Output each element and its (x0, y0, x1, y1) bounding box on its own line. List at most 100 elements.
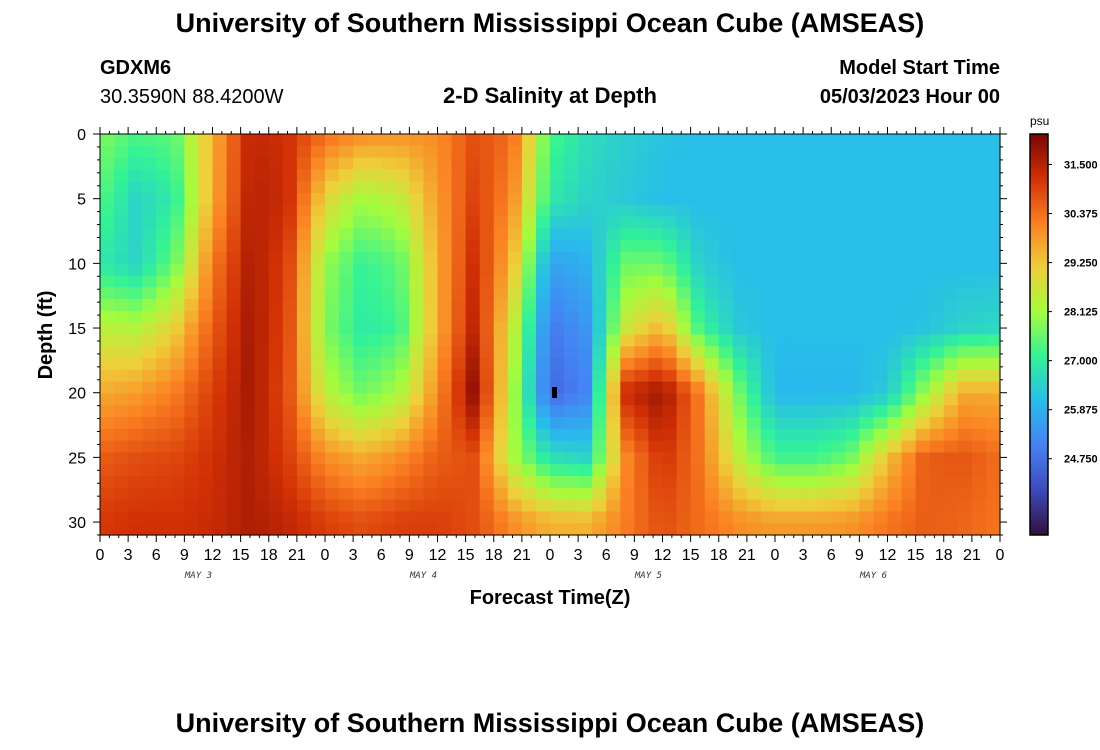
heatmap-cell (198, 334, 214, 347)
heatmap-cell (535, 251, 551, 265)
heatmap-cell (564, 145, 579, 159)
heatmap-cell (451, 417, 467, 430)
heatmap-cell (915, 417, 931, 430)
heatmap-cell (437, 299, 453, 312)
heatmap-cell (915, 487, 931, 501)
heatmap-cell (395, 251, 410, 265)
heatmap-cell (437, 275, 453, 288)
heatmap-cell (521, 204, 537, 218)
heatmap-cell (789, 263, 804, 277)
heatmap-cell (690, 381, 706, 395)
heatmap-cell (493, 440, 509, 454)
heatmap-cell (957, 240, 973, 253)
heatmap-cell (535, 487, 551, 501)
heatmap-cell (550, 169, 565, 182)
heatmap-cell (423, 287, 439, 300)
heatmap-cell (226, 499, 242, 513)
heatmap-cell (648, 216, 664, 229)
heatmap-cell (367, 464, 382, 477)
heatmap-cell (831, 405, 846, 418)
heatmap-cell (746, 157, 762, 170)
heatmap-cell (957, 440, 973, 454)
heatmap-cell (817, 476, 832, 489)
heatmap-cell (325, 287, 340, 300)
heatmap-cell (170, 523, 185, 536)
heatmap-cell (887, 476, 903, 489)
heatmap-cell (592, 145, 607, 159)
heatmap-cell (142, 440, 157, 454)
heatmap-cell (887, 523, 903, 536)
heatmap-cell (732, 393, 748, 406)
heatmap-cell (240, 346, 256, 359)
x-axis: 0 3 6 9 12 15 18 21 0 3 6 9 12 15 18 21 0 3 6 9 12 15 18 21 0 3 6 9… (96, 127, 1005, 581)
heatmap-cell (381, 263, 396, 277)
heatmap-cell (901, 299, 917, 312)
heatmap-cell (620, 299, 635, 312)
heatmap-cell (100, 169, 115, 182)
heatmap-cell (803, 499, 818, 513)
heatmap-cell (296, 251, 312, 265)
heatmap-cell (887, 287, 903, 300)
heatmap-cell (606, 134, 621, 147)
heatmap-cell (226, 452, 242, 465)
heatmap-cell (296, 240, 312, 253)
heatmap-cell (789, 310, 804, 324)
heatmap-cell (971, 145, 987, 159)
heatmap-cell (718, 381, 734, 395)
heatmap-cell (887, 263, 903, 277)
heatmap-cell (381, 452, 396, 465)
heatmap-cell (465, 358, 481, 371)
heatmap-cell (142, 369, 157, 383)
heatmap-cell (198, 287, 214, 300)
heatmap-cell (676, 299, 692, 312)
heatmap-cell (409, 287, 425, 300)
heatmap-cell (282, 157, 298, 170)
heatmap-cell (662, 334, 678, 347)
heatmap-cell (690, 275, 706, 288)
heatmap-cell (732, 358, 748, 371)
heatmap-cell (451, 358, 467, 371)
heatmap-cell (381, 134, 396, 147)
heatmap-cell (240, 369, 256, 383)
heatmap-cell (339, 322, 354, 336)
x-tick-label: 6 (377, 547, 386, 564)
heatmap-cell (718, 216, 734, 229)
heatmap-cell (409, 487, 425, 501)
heatmap-cell (592, 263, 607, 277)
heatmap-cell (170, 405, 185, 418)
heatmap-cell (170, 440, 185, 454)
heatmap-cell (310, 334, 326, 347)
heatmap-cell (732, 405, 748, 418)
heatmap-cell (704, 287, 720, 300)
heatmap-cell (268, 299, 284, 312)
heatmap-cell (704, 228, 720, 241)
heatmap-cell (831, 192, 846, 206)
heatmap-cell (690, 157, 706, 170)
heatmap-cell (451, 240, 467, 253)
heatmap-cell (493, 169, 509, 182)
heatmap-cell (395, 310, 410, 324)
heatmap-cell (985, 464, 1001, 477)
heatmap-cell (718, 157, 734, 170)
heatmap-cell (901, 452, 917, 465)
heatmap-cell (901, 476, 917, 489)
heatmap-cell (254, 358, 270, 371)
heatmap-cell (550, 369, 565, 383)
heatmap-cell (409, 369, 425, 383)
y-tick-label: 20 (68, 386, 86, 403)
heatmap-cell (732, 499, 748, 513)
heatmap-cell (479, 263, 495, 277)
heatmap-cell (381, 499, 396, 513)
heatmap-cell (254, 228, 270, 241)
heatmap-cell (803, 381, 818, 395)
heatmap-cell (381, 334, 396, 347)
heatmap-cell (564, 134, 579, 147)
heatmap-cell (845, 228, 860, 241)
heatmap-cell (690, 440, 706, 454)
heatmap-cell (212, 381, 228, 395)
heatmap-cell (831, 346, 846, 359)
heatmap-cell (606, 440, 621, 454)
heatmap-cell (929, 310, 945, 324)
heatmap-cell (381, 322, 396, 336)
heatmap-cell (325, 369, 340, 383)
